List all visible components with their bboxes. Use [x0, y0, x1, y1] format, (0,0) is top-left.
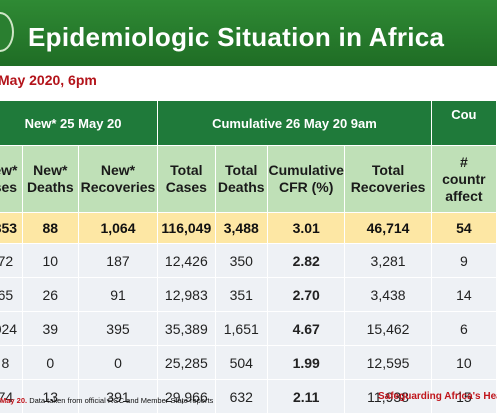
table-cell: 3,438 — [344, 277, 432, 312]
table-cell: 9 — [430, 243, 497, 278]
table-cell: 74 — [0, 379, 23, 414]
africa-cdc-logo-icon — [0, 12, 14, 52]
table-cell: 29,966 — [157, 379, 216, 414]
col-header-total-cases: Total Cases — [157, 145, 216, 213]
table-cell: 391 — [77, 379, 159, 414]
table-cell: 35,389 — [157, 311, 216, 346]
table-cell: 632 — [214, 379, 269, 414]
table-row: 74 13 391 29,966 632 2.11 11,938 15 — [0, 379, 497, 414]
situation-table-container: New* 25 May 20 Cumulative 26 May 20 9am … — [0, 100, 497, 414]
cumulative-group-header: Cumulative 26 May 20 9am — [157, 100, 432, 146]
col-header-new-cases: ew*ses — [0, 145, 23, 213]
table-cell: 88 — [21, 212, 79, 244]
new-cases-group-header: New* 25 May 20 — [0, 100, 159, 146]
table-cell: 2.11 — [267, 379, 346, 414]
table-cell: 26 — [21, 277, 79, 312]
table-cell: 2.70 — [267, 277, 346, 312]
table-cell: 15 — [430, 379, 497, 414]
table-cell: 116,049 — [157, 212, 216, 244]
table-cell: 12,426 — [157, 243, 216, 278]
data-source-note: May 20. Data taken from official RCC and… — [0, 396, 213, 405]
situation-table: New* 25 May 20 Cumulative 26 May 20 9am … — [0, 100, 497, 414]
table-cell: 65 — [0, 277, 23, 312]
table-cell: 187 — [77, 243, 159, 278]
table-row: 024 39 395 35,389 1,651 4.67 15,462 6 — [0, 311, 497, 346]
table-row: 8 0 0 25,285 504 1.99 12,595 10 — [0, 345, 497, 380]
table-cell: 395 — [77, 311, 159, 346]
col-header-total-recoveries: Total Recoveries — [344, 145, 432, 213]
page-title: Epidemiologic Situation in Africa — [28, 22, 445, 52]
total-row: 353 88 1,064 116,049 3,488 3.01 46,714 5… — [0, 212, 497, 244]
table-cell: 13 — [21, 379, 79, 414]
table-cell: 54 — [430, 212, 497, 244]
table-cell: 12,983 — [157, 277, 216, 312]
table-cell: 350 — [214, 243, 269, 278]
report-date: May 2020, 6pm — [0, 72, 97, 88]
table-cell: 14 — [430, 277, 497, 312]
table-cell: 3.01 — [267, 212, 346, 244]
table-cell: 46,714 — [344, 212, 432, 244]
footer-slogan: Safeguarding Africa's Healt — [378, 391, 497, 402]
col-header-countries-affected: # countr affect — [430, 145, 497, 213]
table-cell: 3,281 — [344, 243, 432, 278]
col-header-new-recoveries: New* Recoveries — [77, 145, 159, 213]
table-cell: 2.82 — [267, 243, 346, 278]
title-banner: Epidemiologic Situation in Africa — [0, 0, 497, 66]
table-cell: 1,064 — [77, 212, 159, 244]
table-cell: 0 — [21, 345, 79, 380]
table-cell: 39 — [21, 311, 79, 346]
col-header-new-deaths: New* Deaths — [21, 145, 79, 213]
table-cell: 024 — [0, 311, 23, 346]
col-header-total-deaths: Total Deaths — [214, 145, 269, 213]
note-date: May 20. — [0, 396, 28, 405]
table-cell: 4.67 — [267, 311, 346, 346]
table-cell: 25,285 — [157, 345, 216, 380]
table-row: 72 10 187 12,426 350 2.82 3,281 9 — [0, 243, 497, 278]
table-cell: 12,595 — [344, 345, 432, 380]
countries-group-header: Cou — [430, 100, 497, 146]
note-text: Data taken from official RCC and Member … — [27, 396, 214, 405]
table-row: 65 26 91 12,983 351 2.70 3,438 14 — [0, 277, 497, 312]
table-cell: 351 — [214, 277, 269, 312]
table-cell: 72 — [0, 243, 23, 278]
table-cell: 15,462 — [344, 311, 432, 346]
table-cell: 91 — [77, 277, 159, 312]
table-cell: 0 — [77, 345, 159, 380]
table-cell: 10 — [430, 345, 497, 380]
table-cell: 3,488 — [214, 212, 269, 244]
table-cell: 1,651 — [214, 311, 269, 346]
table-cell: 11,938 — [344, 379, 432, 414]
table-cell: 8 — [0, 345, 23, 380]
col-header-cfr: Cumulative CFR (%) — [267, 145, 346, 213]
table-cell: 1.99 — [267, 345, 346, 380]
table-cell: 504 — [214, 345, 269, 380]
table-cell: 6 — [430, 311, 497, 346]
table-cell: 353 — [0, 212, 23, 244]
table-cell: 10 — [21, 243, 79, 278]
